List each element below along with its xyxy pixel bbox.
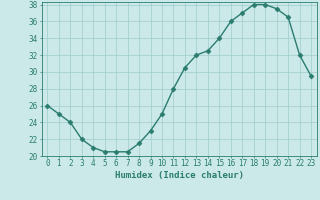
X-axis label: Humidex (Indice chaleur): Humidex (Indice chaleur) (115, 171, 244, 180)
